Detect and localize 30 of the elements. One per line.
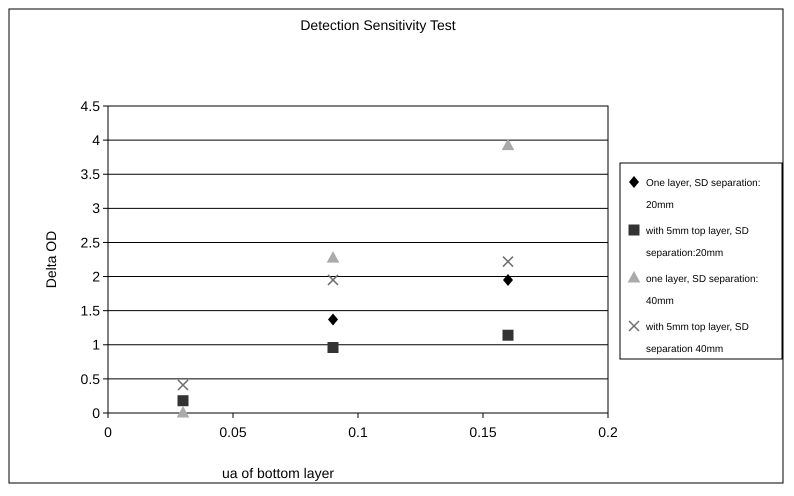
- x-tick-label: 0.05: [219, 424, 247, 440]
- y-tick-label: 1: [92, 336, 100, 353]
- x-tick-label: 0.2: [598, 424, 618, 440]
- x-tick-label: 0.1: [348, 424, 368, 440]
- point: [502, 256, 514, 268]
- y-tick-label: 2.5: [80, 234, 100, 250]
- legend-label: with 5mm top layer, SD separation 40mm: [645, 322, 749, 355]
- x-tick-label: 0.15: [469, 424, 497, 440]
- y-tick-label: 0: [92, 404, 100, 421]
- y-tick-label: 0.5: [80, 370, 100, 387]
- point: [327, 252, 339, 263]
- point: [178, 395, 188, 406]
- y-tick-label: 1.5: [80, 302, 100, 319]
- y-tick-label: 2: [92, 268, 100, 284]
- point: [177, 406, 189, 418]
- point: [327, 274, 339, 286]
- y-tick-label: 4.5: [80, 98, 100, 114]
- point: [503, 274, 513, 286]
- point: [328, 342, 338, 354]
- x-axis-title: ua of bottom layer: [222, 465, 334, 481]
- point: [502, 139, 514, 150]
- y-tick-label: 3: [92, 200, 100, 216]
- y-tick-label: 3.5: [80, 166, 100, 182]
- y-axis-title: Delta OD: [43, 230, 59, 288]
- point: [502, 330, 514, 341]
- chart-title: Detection Sensitivity Test: [300, 17, 456, 33]
- point: [177, 379, 189, 391]
- x-tick-label: 0: [104, 424, 112, 440]
- point: [328, 314, 338, 326]
- y-tick-label: 4: [92, 132, 100, 148]
